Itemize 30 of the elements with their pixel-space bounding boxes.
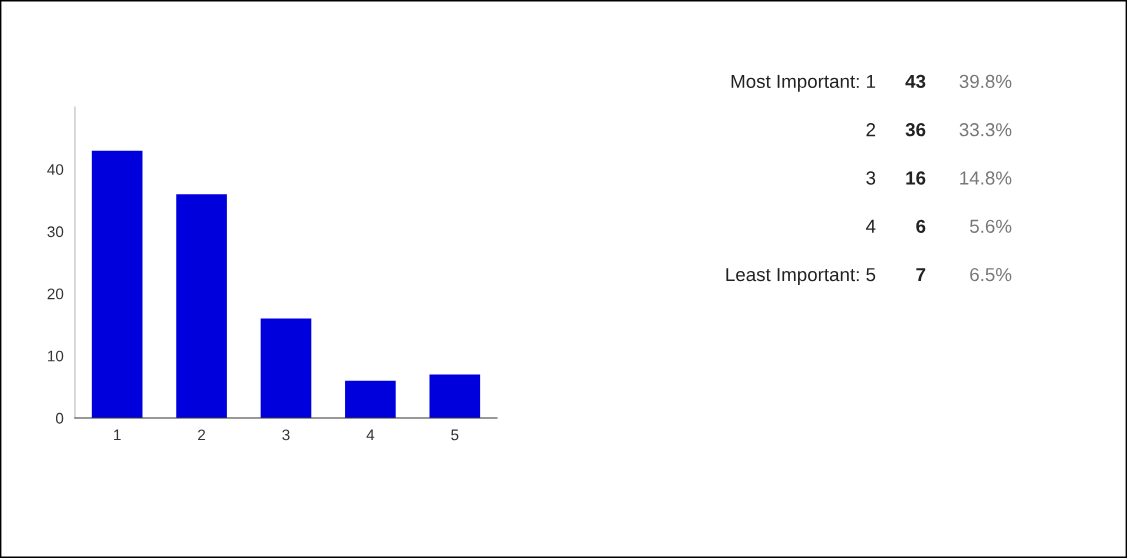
text: 2 [866,123,876,137]
x-tick-label: 3 [282,429,290,441]
text: 16 [906,171,926,185]
text: 6 [916,219,926,233]
y-tick-label: 0 [55,412,64,424]
text: 3 [866,171,876,185]
text: 43 [905,74,926,89]
text: 4 [866,219,876,233]
bar [260,318,312,418]
x-tick-label: 5 [451,429,459,441]
text: 5.6% [970,219,1012,233]
bar [176,194,227,418]
text: 6.5% [970,267,1012,282]
text: 7 [916,268,926,282]
y-tick-label: 20 [47,288,64,300]
text: Least Important: 5 [726,268,876,285]
bar [345,380,396,418]
y-tick-label: 40 [47,164,64,175]
bar [429,374,481,418]
y-tick-label: 30 [47,226,64,238]
text: Most Important: 1 [731,74,876,92]
x-tick-label: 1 [114,429,121,441]
text: 14.8% [960,171,1012,185]
x-tick-label: 4 [366,429,375,441]
text: 36 [905,123,926,137]
x-tick-label: 2 [198,429,206,441]
y-tick-label: 10 [48,350,64,362]
text: 33.3% [959,123,1012,137]
text: 39.8% [959,74,1012,89]
bar [91,150,143,418]
